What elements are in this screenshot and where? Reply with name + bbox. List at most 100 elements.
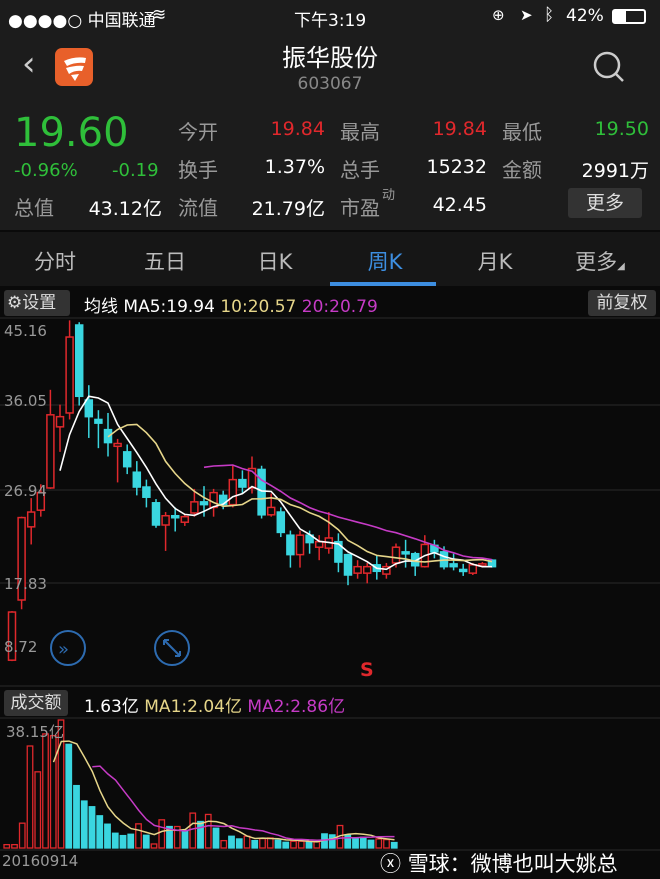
ma5-line xyxy=(59,395,492,571)
candle-down xyxy=(401,551,410,555)
turnover-value: 1.37% xyxy=(264,156,325,178)
volume-bar-down xyxy=(96,815,104,849)
ma-label: 均线 xyxy=(84,297,118,317)
volume-bar-up xyxy=(49,734,57,849)
battery-percent: 42% xyxy=(566,6,604,26)
settings-button[interactable]: ⚙设置 xyxy=(4,290,70,316)
candle-down xyxy=(458,568,468,573)
candle-up xyxy=(65,336,74,414)
last-price: 19.60 xyxy=(14,110,129,156)
status-bar: ●●●●○ 中国联通 ≋ 下午3:19 ⊕ ➤ ᛒ 42% xyxy=(0,0,660,32)
candle-down xyxy=(439,551,449,568)
volume-bar-down xyxy=(142,834,150,849)
mcap-value: 43.12亿 xyxy=(88,198,162,220)
volume-bar-down xyxy=(88,806,96,849)
volume-bar-up xyxy=(26,745,34,849)
volume-bar-down xyxy=(111,832,119,849)
ma10-line xyxy=(107,423,493,563)
period-tabs: 分时 五日 日K 周K 月K 更多◢ xyxy=(0,232,660,286)
grid xyxy=(0,317,660,851)
ma20-value: 20:20.79 xyxy=(301,297,378,317)
tab-weekly[interactable]: 周K xyxy=(367,250,403,274)
candle-up xyxy=(228,478,238,506)
watermark-text: 雪球：微博也叫大姚总 xyxy=(407,852,618,876)
adjust-button[interactable]: 前复权 xyxy=(588,290,656,316)
candle-down xyxy=(74,324,84,398)
volume-bar-up xyxy=(259,837,266,849)
low-label: 最低 xyxy=(502,120,542,144)
volume-bar-down xyxy=(228,835,235,849)
volume-bar-down xyxy=(328,834,336,849)
volume-ma1: MA1:2.04亿 xyxy=(144,697,242,717)
volume-bar-down xyxy=(305,841,313,849)
low-value: 19.50 xyxy=(594,118,649,140)
volume-bar-down xyxy=(251,839,259,849)
candle-up xyxy=(353,565,362,574)
battery-icon xyxy=(612,9,646,24)
volume-bar-down xyxy=(367,839,375,849)
bluetooth-icon: ᛒ xyxy=(544,5,555,25)
volume-bar-up xyxy=(34,771,42,849)
change-percent: -0.96% xyxy=(14,160,78,181)
arrows-icon xyxy=(163,639,181,657)
nav-bar: ‹ 振华股份 603067 xyxy=(0,32,660,102)
volume-bar-down xyxy=(235,838,243,849)
tab-monthly[interactable]: 月K xyxy=(477,250,513,274)
active-tab-indicator xyxy=(330,282,436,286)
candle-up xyxy=(161,514,170,526)
volume-bar-down xyxy=(127,833,135,849)
candle-up xyxy=(468,564,478,574)
volume-bar-up xyxy=(189,812,197,849)
expand-button[interactable]: » xyxy=(50,630,86,666)
volume-bar-down xyxy=(274,839,282,849)
more-button[interactable]: 更多 xyxy=(568,188,642,218)
amount-label: 金额 xyxy=(502,158,542,182)
candle-down xyxy=(84,399,94,418)
volume-indicator-button[interactable]: 成交额 xyxy=(4,690,68,716)
back-button[interactable]: ‹ xyxy=(22,44,36,84)
search-button[interactable] xyxy=(592,50,626,88)
volume-bar-up xyxy=(135,823,142,849)
volume-bar-up xyxy=(57,719,65,849)
volume-bar-up xyxy=(375,838,383,849)
volume-bar-up xyxy=(313,841,321,849)
candle-down xyxy=(199,501,209,506)
clock: 下午3:19 xyxy=(294,11,367,31)
candle-up xyxy=(362,565,372,574)
volume-bar-up xyxy=(158,819,166,849)
open-value: 19.84 xyxy=(270,118,325,140)
tab-more[interactable]: 更多◢ xyxy=(550,246,650,276)
change-amount: -0.19 xyxy=(112,160,159,181)
volume-ma2-line xyxy=(92,765,395,841)
tab-intraday[interactable]: 分时 xyxy=(34,250,76,274)
candle-up xyxy=(190,501,199,514)
stock-code: 603067 xyxy=(297,74,363,94)
volume-bar-up xyxy=(220,839,228,849)
volume-bar-down xyxy=(359,836,367,849)
axis-label-min: 8.72 xyxy=(4,638,37,656)
volume-bar-up xyxy=(173,825,181,849)
candle-up xyxy=(295,534,305,556)
candle-down xyxy=(94,418,103,424)
volume-bar-down xyxy=(390,841,398,849)
volume-axis-max: 38.15亿 xyxy=(6,723,64,741)
candle-down xyxy=(286,534,295,556)
fullscreen-button[interactable] xyxy=(154,630,190,666)
tab-daily[interactable]: 日K xyxy=(257,250,293,274)
volume-bar-up xyxy=(150,843,158,849)
volume-bar-up xyxy=(18,822,26,849)
candle-down xyxy=(238,478,247,488)
volume-bar-down xyxy=(212,827,220,849)
start-date: 20160914 xyxy=(2,852,78,870)
volume-bar-down xyxy=(181,829,189,849)
high-value: 19.84 xyxy=(432,118,487,140)
pe-label: 市盈 xyxy=(340,196,380,220)
candle-up xyxy=(247,467,257,489)
candle-down xyxy=(334,540,343,563)
app-logo xyxy=(55,48,93,86)
volume-bar-up xyxy=(290,840,297,849)
volume-bar-down xyxy=(282,841,290,849)
axis-label-max: 45.16 xyxy=(4,322,47,340)
tab-five-day[interactable]: 五日 xyxy=(144,250,186,274)
